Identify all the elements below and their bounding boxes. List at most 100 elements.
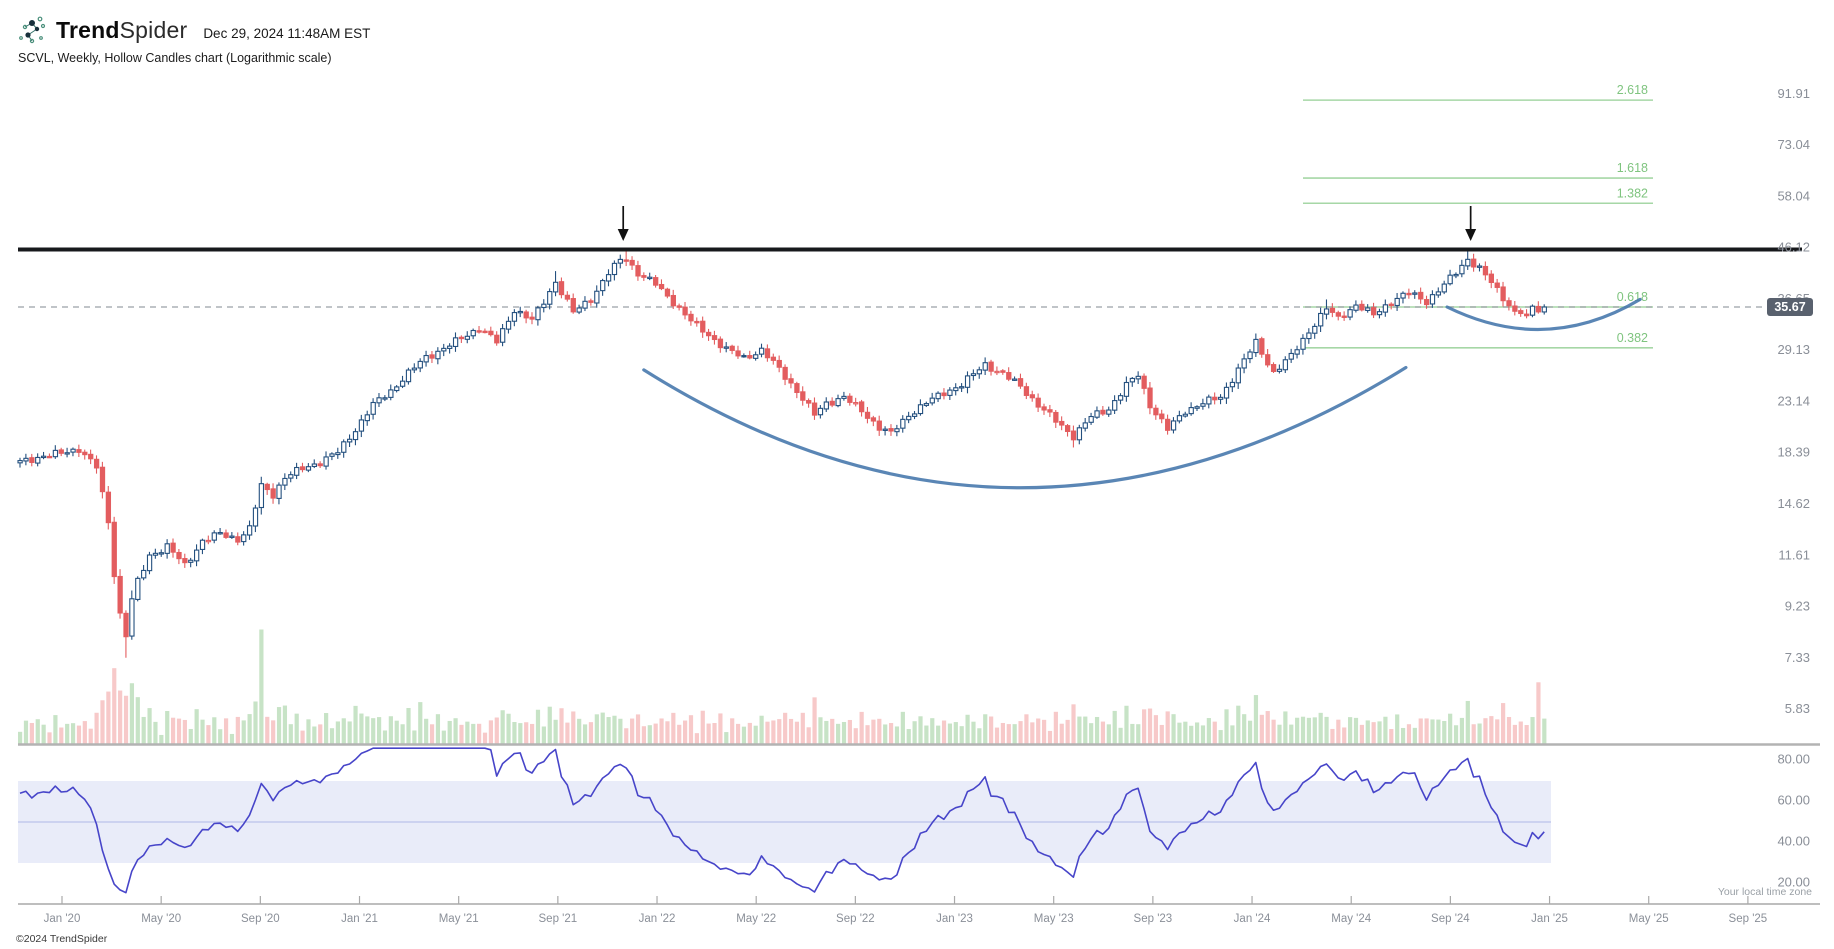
candle (288, 471, 294, 483)
volume-bar (447, 720, 452, 744)
volume-bar (382, 730, 388, 744)
candle (1176, 410, 1183, 424)
volume-bar (588, 722, 594, 744)
candle-body (535, 307, 541, 321)
time-axis-label: Jan '25 (1531, 913, 1568, 925)
volume-bar (1106, 724, 1111, 744)
candle-body (835, 398, 841, 407)
volume-bar (535, 709, 541, 744)
volume-bar (412, 730, 417, 744)
volume-bar (341, 718, 346, 744)
volume-bar (730, 718, 735, 744)
candle (670, 289, 676, 309)
candle-body (1388, 303, 1394, 307)
oscillator-axis-label: 60.00 (1777, 793, 1810, 808)
volume-bar (276, 707, 282, 744)
volume-bar (1212, 721, 1217, 744)
candle (576, 304, 582, 315)
candle-body (741, 355, 747, 358)
fib-label-1.618: 1.618 (1617, 161, 1648, 175)
candle-body (882, 428, 888, 432)
candle-body (40, 455, 47, 459)
volume-bar (488, 720, 493, 744)
volume-bar (1218, 730, 1223, 744)
volume-bar (1300, 716, 1306, 744)
candle-body (46, 455, 53, 459)
candle (505, 316, 512, 334)
candle-body (99, 466, 106, 493)
volume-bar (1012, 724, 1017, 744)
volume-bar (1183, 721, 1188, 744)
volume-bar (1112, 710, 1117, 744)
candle (1047, 404, 1053, 418)
volume-bar (989, 716, 994, 744)
candle (1188, 402, 1194, 416)
candle (435, 347, 441, 365)
candle-body (505, 320, 512, 330)
candle (1076, 424, 1083, 445)
candle-body (229, 535, 235, 538)
candle-body (764, 348, 771, 359)
candle (688, 310, 694, 326)
candle-body (58, 449, 64, 454)
candle (1282, 356, 1289, 374)
volume-bar (477, 723, 482, 744)
candle-body (182, 558, 188, 564)
candle-body (170, 542, 176, 553)
volume-bar (394, 720, 399, 744)
candle (788, 373, 794, 389)
candle (29, 453, 35, 467)
candle (299, 462, 306, 473)
volume-bar (200, 719, 205, 744)
candle-body (1029, 394, 1035, 399)
candle-body (1500, 286, 1506, 302)
candle (906, 411, 912, 424)
candle (500, 324, 506, 347)
volume-bar (1477, 723, 1482, 744)
candle-body (917, 404, 924, 415)
volume-bar (1059, 723, 1064, 744)
volume-bar (612, 715, 617, 744)
candle-body (164, 543, 170, 554)
candle (776, 355, 782, 373)
volume-bar (265, 716, 270, 744)
volume-bar (1430, 719, 1435, 744)
candle-body (664, 288, 671, 297)
down-arrow-icon (1465, 206, 1477, 241)
candle (264, 482, 270, 495)
candle (182, 553, 188, 568)
candle-body (23, 457, 29, 462)
volume-bar (65, 723, 70, 744)
candle (270, 483, 276, 504)
candle (364, 410, 370, 426)
volume-bar (182, 719, 187, 744)
time-axis-label: May '24 (1331, 913, 1372, 925)
candle-body (1017, 378, 1024, 387)
candle-body (1323, 308, 1330, 315)
candle-body (547, 291, 553, 305)
volume-bar (1265, 711, 1270, 744)
candle-body (1059, 420, 1065, 426)
candle-body (700, 320, 706, 333)
arrow-head (617, 229, 629, 241)
candle-body (676, 305, 682, 308)
candle (570, 293, 576, 314)
candle (335, 447, 341, 459)
volume-bar (159, 734, 164, 744)
volume-bar (1289, 724, 1294, 744)
volume-bar (1006, 724, 1011, 744)
volume-bar (830, 718, 835, 744)
candle-body (747, 355, 753, 359)
volume-bar (665, 721, 670, 744)
candle-body (994, 370, 1000, 374)
volume-bar (600, 712, 605, 744)
candle-body (552, 281, 559, 293)
peak-arrows (617, 206, 1477, 241)
volume-bar (683, 720, 688, 744)
candle-body (1400, 292, 1406, 299)
volume-bar (712, 722, 717, 744)
candle-body (311, 463, 317, 468)
volume-bar (212, 717, 217, 744)
volume-bar (1142, 709, 1147, 744)
candle (1447, 269, 1453, 286)
